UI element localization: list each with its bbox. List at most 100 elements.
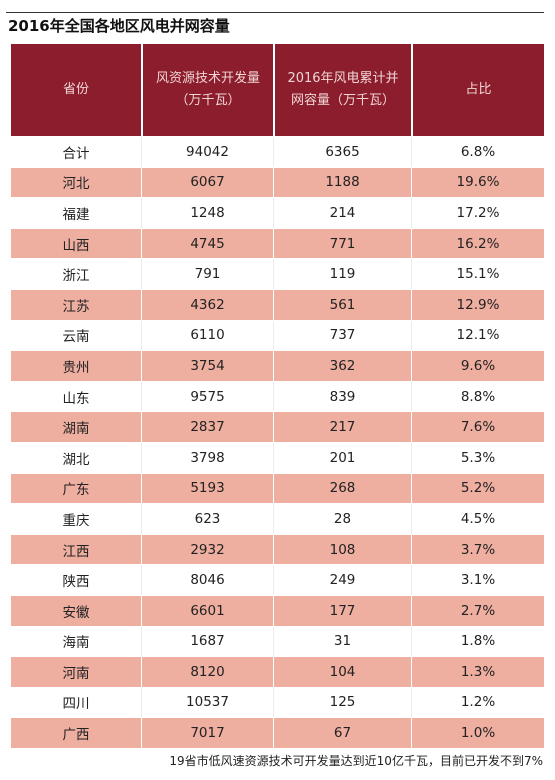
resource-cell: 1687 xyxy=(141,626,273,657)
province-cell: 贵州 xyxy=(62,359,90,376)
share-cell: 6.8% xyxy=(411,137,544,167)
resource-cell: 10537 xyxy=(141,687,273,718)
province-cell: 江苏 xyxy=(62,298,90,315)
share-cell: 3.1% xyxy=(411,565,544,595)
capacity-cell: 362 xyxy=(273,351,411,381)
resource-cell: 3798 xyxy=(141,442,273,473)
resource-cell: 94042 xyxy=(141,137,273,167)
table-row: 山西 4745 771 16.2% xyxy=(11,227,544,259)
resource-cell: 8120 xyxy=(141,657,273,687)
capacity-cell: 839 xyxy=(273,381,411,412)
header-line: 网容量（万千瓦） xyxy=(290,93,395,108)
province-cell: 海南 xyxy=(62,635,90,652)
province-cell: 广东 xyxy=(62,482,90,499)
table-row: 湖南 2837 217 7.6% xyxy=(11,411,544,442)
capacity-cell: 104 xyxy=(273,657,411,687)
table-row: 海南 1687 31 1.8% xyxy=(11,625,544,657)
share-cell: 8.8% xyxy=(411,381,544,412)
province-cell: 安徽 xyxy=(62,604,90,621)
capacity-cell: 177 xyxy=(273,595,411,626)
table-row: 江西 2932 108 3.7% xyxy=(11,533,544,565)
table-row: 河南 8120 104 1.3% xyxy=(11,656,544,687)
resource-cell: 8046 xyxy=(141,565,273,595)
capacity-cell: 108 xyxy=(273,534,411,565)
province-cell: 湖北 xyxy=(62,451,90,468)
table-row: 陕西 8046 249 3.1% xyxy=(11,564,544,595)
resource-cell: 9575 xyxy=(141,381,273,412)
table-row: 山东 9575 839 8.8% xyxy=(11,380,544,412)
header-resource: 风资源技术开发量 （万千瓦） xyxy=(141,44,273,136)
capacity-cell: 561 xyxy=(273,289,411,320)
header-line: 2016年风电累计并 xyxy=(287,71,399,86)
share-cell: 4.5% xyxy=(411,504,544,534)
province-cell: 江西 xyxy=(62,543,90,560)
province-cell: 河北 xyxy=(62,176,90,193)
capacity-cell: 119 xyxy=(273,259,411,289)
share-cell: 7.6% xyxy=(411,412,544,442)
share-cell: 12.9% xyxy=(411,289,544,320)
share-cell: 17.2% xyxy=(411,198,544,228)
resource-cell: 6601 xyxy=(141,595,273,626)
province-cell: 湖南 xyxy=(62,421,90,438)
share-cell: 3.7% xyxy=(411,534,544,565)
resource-cell: 3754 xyxy=(141,351,273,381)
table-row: 安徽 6601 177 2.7% xyxy=(11,594,544,626)
table-row: 合计 94042 6365 6.8% xyxy=(11,136,544,167)
capacity-cell: 67 xyxy=(273,718,411,748)
table-row: 广东 5193 268 5.2% xyxy=(11,472,544,504)
table-row: 浙江 791 119 15.1% xyxy=(11,258,544,289)
capacity-cell: 268 xyxy=(273,473,411,504)
table-row: 云南 6110 737 12.1% xyxy=(11,319,544,351)
share-cell: 5.2% xyxy=(411,473,544,504)
share-cell: 1.3% xyxy=(411,657,544,687)
table-title: 2016年全国各地区风电并网容量 xyxy=(8,17,230,35)
header-capacity: 2016年风电累计并 网容量（万千瓦） xyxy=(273,44,411,136)
capacity-cell: 6365 xyxy=(273,137,411,167)
table-row: 重庆 623 28 4.5% xyxy=(11,503,544,534)
header-province: 省份 xyxy=(11,44,141,136)
resource-cell: 7017 xyxy=(141,718,273,748)
top-rule xyxy=(6,12,544,13)
data-table: 省份 风资源技术开发量 （万千瓦） 2016年风电累计并 网容量（万千瓦） 占比 合计 94… xyxy=(11,44,544,748)
share-cell: 16.2% xyxy=(411,228,544,259)
capacity-cell: 217 xyxy=(273,412,411,442)
table-row: 贵州 3754 362 9.6% xyxy=(11,350,544,381)
share-cell: 1.0% xyxy=(411,718,544,748)
table-body: 合计 94042 6365 6.8% 河北 6067 1188 19.6% 福建 1248 214 1… xyxy=(11,136,544,748)
province-cell: 四川 xyxy=(62,696,90,713)
province-cell: 山东 xyxy=(62,390,90,407)
province-cell: 广西 xyxy=(62,727,90,744)
province-cell: 河南 xyxy=(62,665,90,682)
share-cell: 1.2% xyxy=(411,687,544,718)
header-line: 省份 xyxy=(62,82,89,97)
resource-cell: 1248 xyxy=(141,198,273,228)
share-cell: 1.8% xyxy=(411,626,544,657)
capacity-cell: 31 xyxy=(273,626,411,657)
capacity-cell: 1188 xyxy=(273,167,411,198)
resource-cell: 4362 xyxy=(141,289,273,320)
resource-cell: 2932 xyxy=(141,534,273,565)
capacity-cell: 125 xyxy=(273,687,411,718)
share-cell: 15.1% xyxy=(411,259,544,289)
table-row: 四川 10537 125 1.2% xyxy=(11,686,544,718)
header-line: 占比 xyxy=(465,82,492,97)
table-row: 江苏 4362 561 12.9% xyxy=(11,288,544,320)
share-cell: 12.1% xyxy=(411,320,544,351)
table-header: 省份 风资源技术开发量 （万千瓦） 2016年风电累计并 网容量（万千瓦） 占比 xyxy=(11,44,544,136)
province-cell: 浙江 xyxy=(62,268,90,285)
header-line: 风资源技术开发量 xyxy=(155,71,260,86)
resource-cell: 5193 xyxy=(141,473,273,504)
province-cell: 陕西 xyxy=(62,574,90,591)
capacity-cell: 201 xyxy=(273,442,411,473)
share-cell: 5.3% xyxy=(411,442,544,473)
province-cell: 云南 xyxy=(62,329,90,346)
footnote: 19省市低风速资源技术可开发量达到近10亿千瓦，目前已开发不到7% xyxy=(169,754,543,768)
province-cell: 福建 xyxy=(62,206,90,223)
table-row: 河北 6067 1188 19.6% xyxy=(11,166,544,198)
resource-cell: 6067 xyxy=(141,167,273,198)
share-cell: 2.7% xyxy=(411,595,544,626)
header-line: （万千瓦） xyxy=(175,93,241,108)
capacity-cell: 214 xyxy=(273,198,411,228)
resource-cell: 4745 xyxy=(141,228,273,259)
resource-cell: 2837 xyxy=(141,412,273,442)
